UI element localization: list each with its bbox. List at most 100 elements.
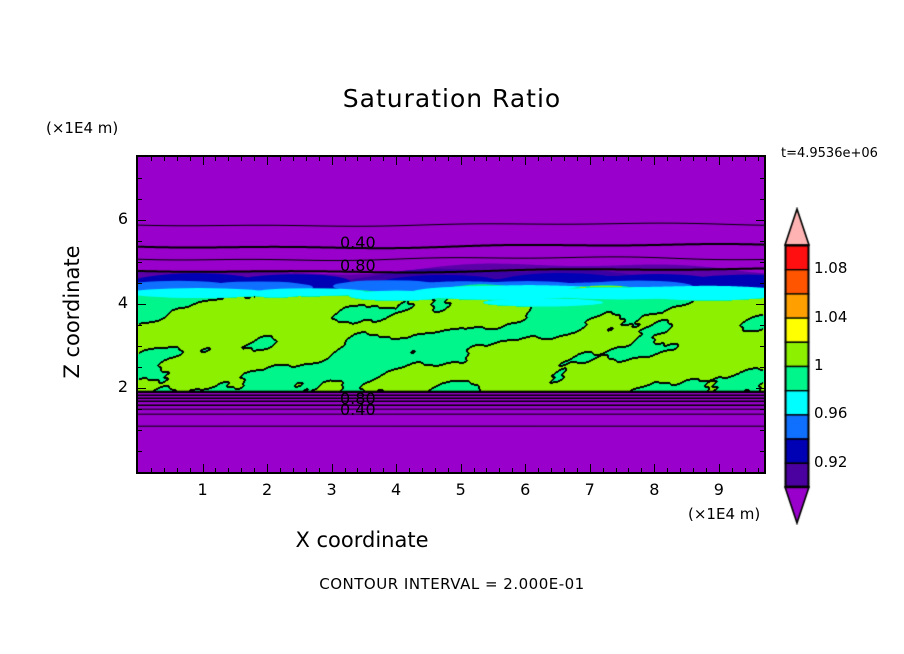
axis-tick [448, 157, 449, 161]
contour-level-label: 0.40 [340, 233, 376, 252]
axis-tick [151, 157, 152, 161]
axis-tick [693, 468, 694, 472]
axis-tick [616, 157, 617, 161]
axis-tick [680, 468, 681, 472]
axis-tick [306, 157, 307, 161]
axis-tick [603, 468, 604, 472]
axis-tick [474, 157, 475, 161]
axis-tick [138, 178, 142, 179]
axis-tick [732, 468, 733, 472]
axis-tick [138, 430, 142, 431]
axis-tick [345, 468, 346, 472]
axis-tick [474, 468, 475, 472]
axis-tick [241, 468, 242, 472]
axis-tick [756, 220, 764, 221]
x-tick-label: 6 [520, 480, 531, 499]
axis-tick [203, 157, 204, 165]
y-tick-label: 4 [117, 293, 128, 312]
colorbar-tick-label: 0.96 [814, 404, 848, 423]
axis-tick [357, 157, 358, 161]
axis-tick [760, 199, 764, 200]
colorbar-tick-label: 0.92 [814, 452, 848, 471]
plot-area [136, 155, 766, 474]
axis-tick [577, 157, 578, 161]
axis-tick [383, 468, 384, 472]
colorbar-tick-label: 1.08 [814, 259, 848, 278]
contour-level-label: 0.80 [340, 256, 376, 275]
axis-tick [435, 157, 436, 161]
y-axis-title: Z coordinate [60, 245, 84, 379]
colorbar [781, 207, 815, 525]
axis-tick [706, 157, 707, 161]
axis-tick [538, 157, 539, 161]
axis-tick [138, 283, 142, 284]
axis-tick [177, 468, 178, 472]
axis-tick [228, 157, 229, 161]
axis-tick [760, 283, 764, 284]
colorbar-tick-label: 1.04 [814, 307, 848, 326]
axis-tick [760, 262, 764, 263]
axis-tick [203, 464, 204, 472]
axis-tick [551, 157, 552, 161]
axis-tick [190, 468, 191, 472]
axis-tick [760, 451, 764, 452]
axis-tick [293, 468, 294, 472]
axis-tick [215, 157, 216, 161]
x-tick-label: 7 [584, 480, 595, 499]
axis-tick [758, 157, 759, 161]
axis-tick [461, 157, 462, 165]
axis-tick [319, 157, 320, 161]
axis-tick [241, 157, 242, 161]
axis-tick [756, 304, 764, 305]
axis-tick [345, 157, 346, 161]
contour-field-canvas [138, 157, 764, 472]
axis-tick [616, 468, 617, 472]
axis-tick [138, 199, 142, 200]
x-axis-units-label: (×1E4 m) [688, 505, 761, 523]
x-tick-label: 8 [649, 480, 660, 499]
x-tick-label: 3 [326, 480, 337, 499]
axis-tick [745, 157, 746, 161]
axis-tick [758, 468, 759, 472]
axis-tick [215, 468, 216, 472]
axis-tick [280, 157, 281, 161]
axis-tick [628, 468, 629, 472]
axis-tick [293, 157, 294, 161]
axis-tick [564, 468, 565, 472]
axis-tick [760, 346, 764, 347]
colorbar-tick-label: 1 [814, 356, 824, 374]
axis-tick [486, 468, 487, 472]
axis-tick [667, 157, 668, 161]
contour-level-label: 0.80 [340, 389, 376, 408]
axis-tick [525, 157, 526, 165]
axis-tick [396, 464, 397, 472]
axis-tick [138, 262, 142, 263]
axis-tick [760, 430, 764, 431]
axis-tick [760, 409, 764, 410]
axis-tick [138, 409, 142, 410]
axis-tick [760, 178, 764, 179]
axis-tick [706, 468, 707, 472]
axis-tick [332, 157, 333, 165]
axis-tick [254, 157, 255, 161]
axis-tick [164, 468, 165, 472]
axis-tick [370, 468, 371, 472]
axis-tick [654, 464, 655, 472]
axis-tick [603, 157, 604, 161]
axis-tick [680, 157, 681, 161]
axis-tick [151, 468, 152, 472]
axis-tick [332, 464, 333, 472]
contour-level-label: 0.40 [340, 400, 376, 419]
x-axis-title: X coordinate [295, 528, 429, 552]
axis-tick [448, 468, 449, 472]
axis-tick [138, 388, 146, 389]
axis-tick [138, 241, 142, 242]
x-tick-label: 4 [391, 480, 402, 499]
y-tick-label: 6 [117, 209, 128, 228]
axis-tick [693, 157, 694, 161]
axis-tick [422, 468, 423, 472]
axis-tick [357, 468, 358, 472]
axis-tick [383, 157, 384, 161]
axis-tick [319, 468, 320, 472]
